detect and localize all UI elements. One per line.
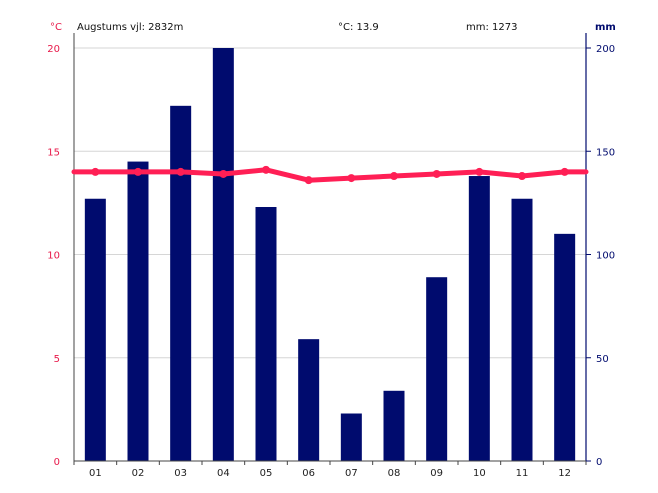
precip-bar-07 [340,413,362,461]
average-temperature-label: °C: 13.9 [338,22,379,33]
right-tick-label-100: 100 [596,251,615,262]
temperature-line [71,167,589,183]
x-tick-label-07: 07 [345,468,358,479]
precip-bar-10 [468,176,490,461]
right-tick-label-50: 50 [596,354,609,365]
precip-bar-03 [170,105,192,461]
temperature-point-05 [262,165,270,174]
right-tick-label-150: 150 [596,147,615,158]
temperature-point-07 [347,174,356,183]
altitude-label: Augstums vjl: 2832m [77,22,184,33]
temperature-point-11 [518,172,526,181]
precip-bar-01 [84,198,106,461]
temperature-point-04 [219,169,228,178]
temperature-point-08 [390,172,398,181]
x-tick-label-03: 03 [174,468,187,479]
x-tick-label-09: 09 [430,468,443,479]
x-tick-label-02: 02 [132,468,145,479]
total-precipitation-label: mm: 1273 [466,22,518,33]
x-tick-label-08: 08 [388,468,401,479]
x-tick-label-10: 10 [473,468,486,479]
precip-bar-09 [426,277,448,461]
x-tick-label-11: 11 [516,468,529,479]
temperature-point-03 [176,167,185,176]
precip-bar-12 [554,233,576,461]
precip-bar-05 [255,207,277,461]
left-axis-unit: °C [50,22,62,33]
precip-bar-08 [383,390,405,461]
precip-bar-04 [212,48,234,461]
left-tick-label-0: 0 [54,457,60,468]
left-tick-label-20: 20 [47,44,60,55]
left-tick-label-5: 5 [54,354,60,365]
x-tick-label-06: 06 [302,468,315,479]
x-tick-label-05: 05 [260,468,273,479]
temperature-point-12 [560,167,569,176]
left-tick-label-15: 15 [47,147,60,158]
precip-bar-06 [298,339,320,461]
x-tick-label-12: 12 [558,468,571,479]
x-tick-label-01: 01 [89,468,102,479]
temperature-point-06 [304,176,313,185]
temperature-point-02 [134,167,142,176]
right-tick-label-0: 0 [596,457,602,468]
left-tick-label-10: 10 [47,251,60,262]
temperature-point-01 [91,167,100,176]
right-tick-label-200: 200 [596,44,615,55]
right-axis-unit: mm [595,22,616,33]
temperature-point-09 [432,169,441,178]
precip-bar-11 [511,198,533,461]
precip-bar-02 [127,161,149,461]
temperature-point-10 [475,167,484,176]
x-tick-label-04: 04 [217,468,230,479]
